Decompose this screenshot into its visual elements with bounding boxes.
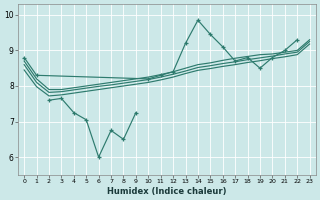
X-axis label: Humidex (Indice chaleur): Humidex (Indice chaleur) [107, 187, 227, 196]
